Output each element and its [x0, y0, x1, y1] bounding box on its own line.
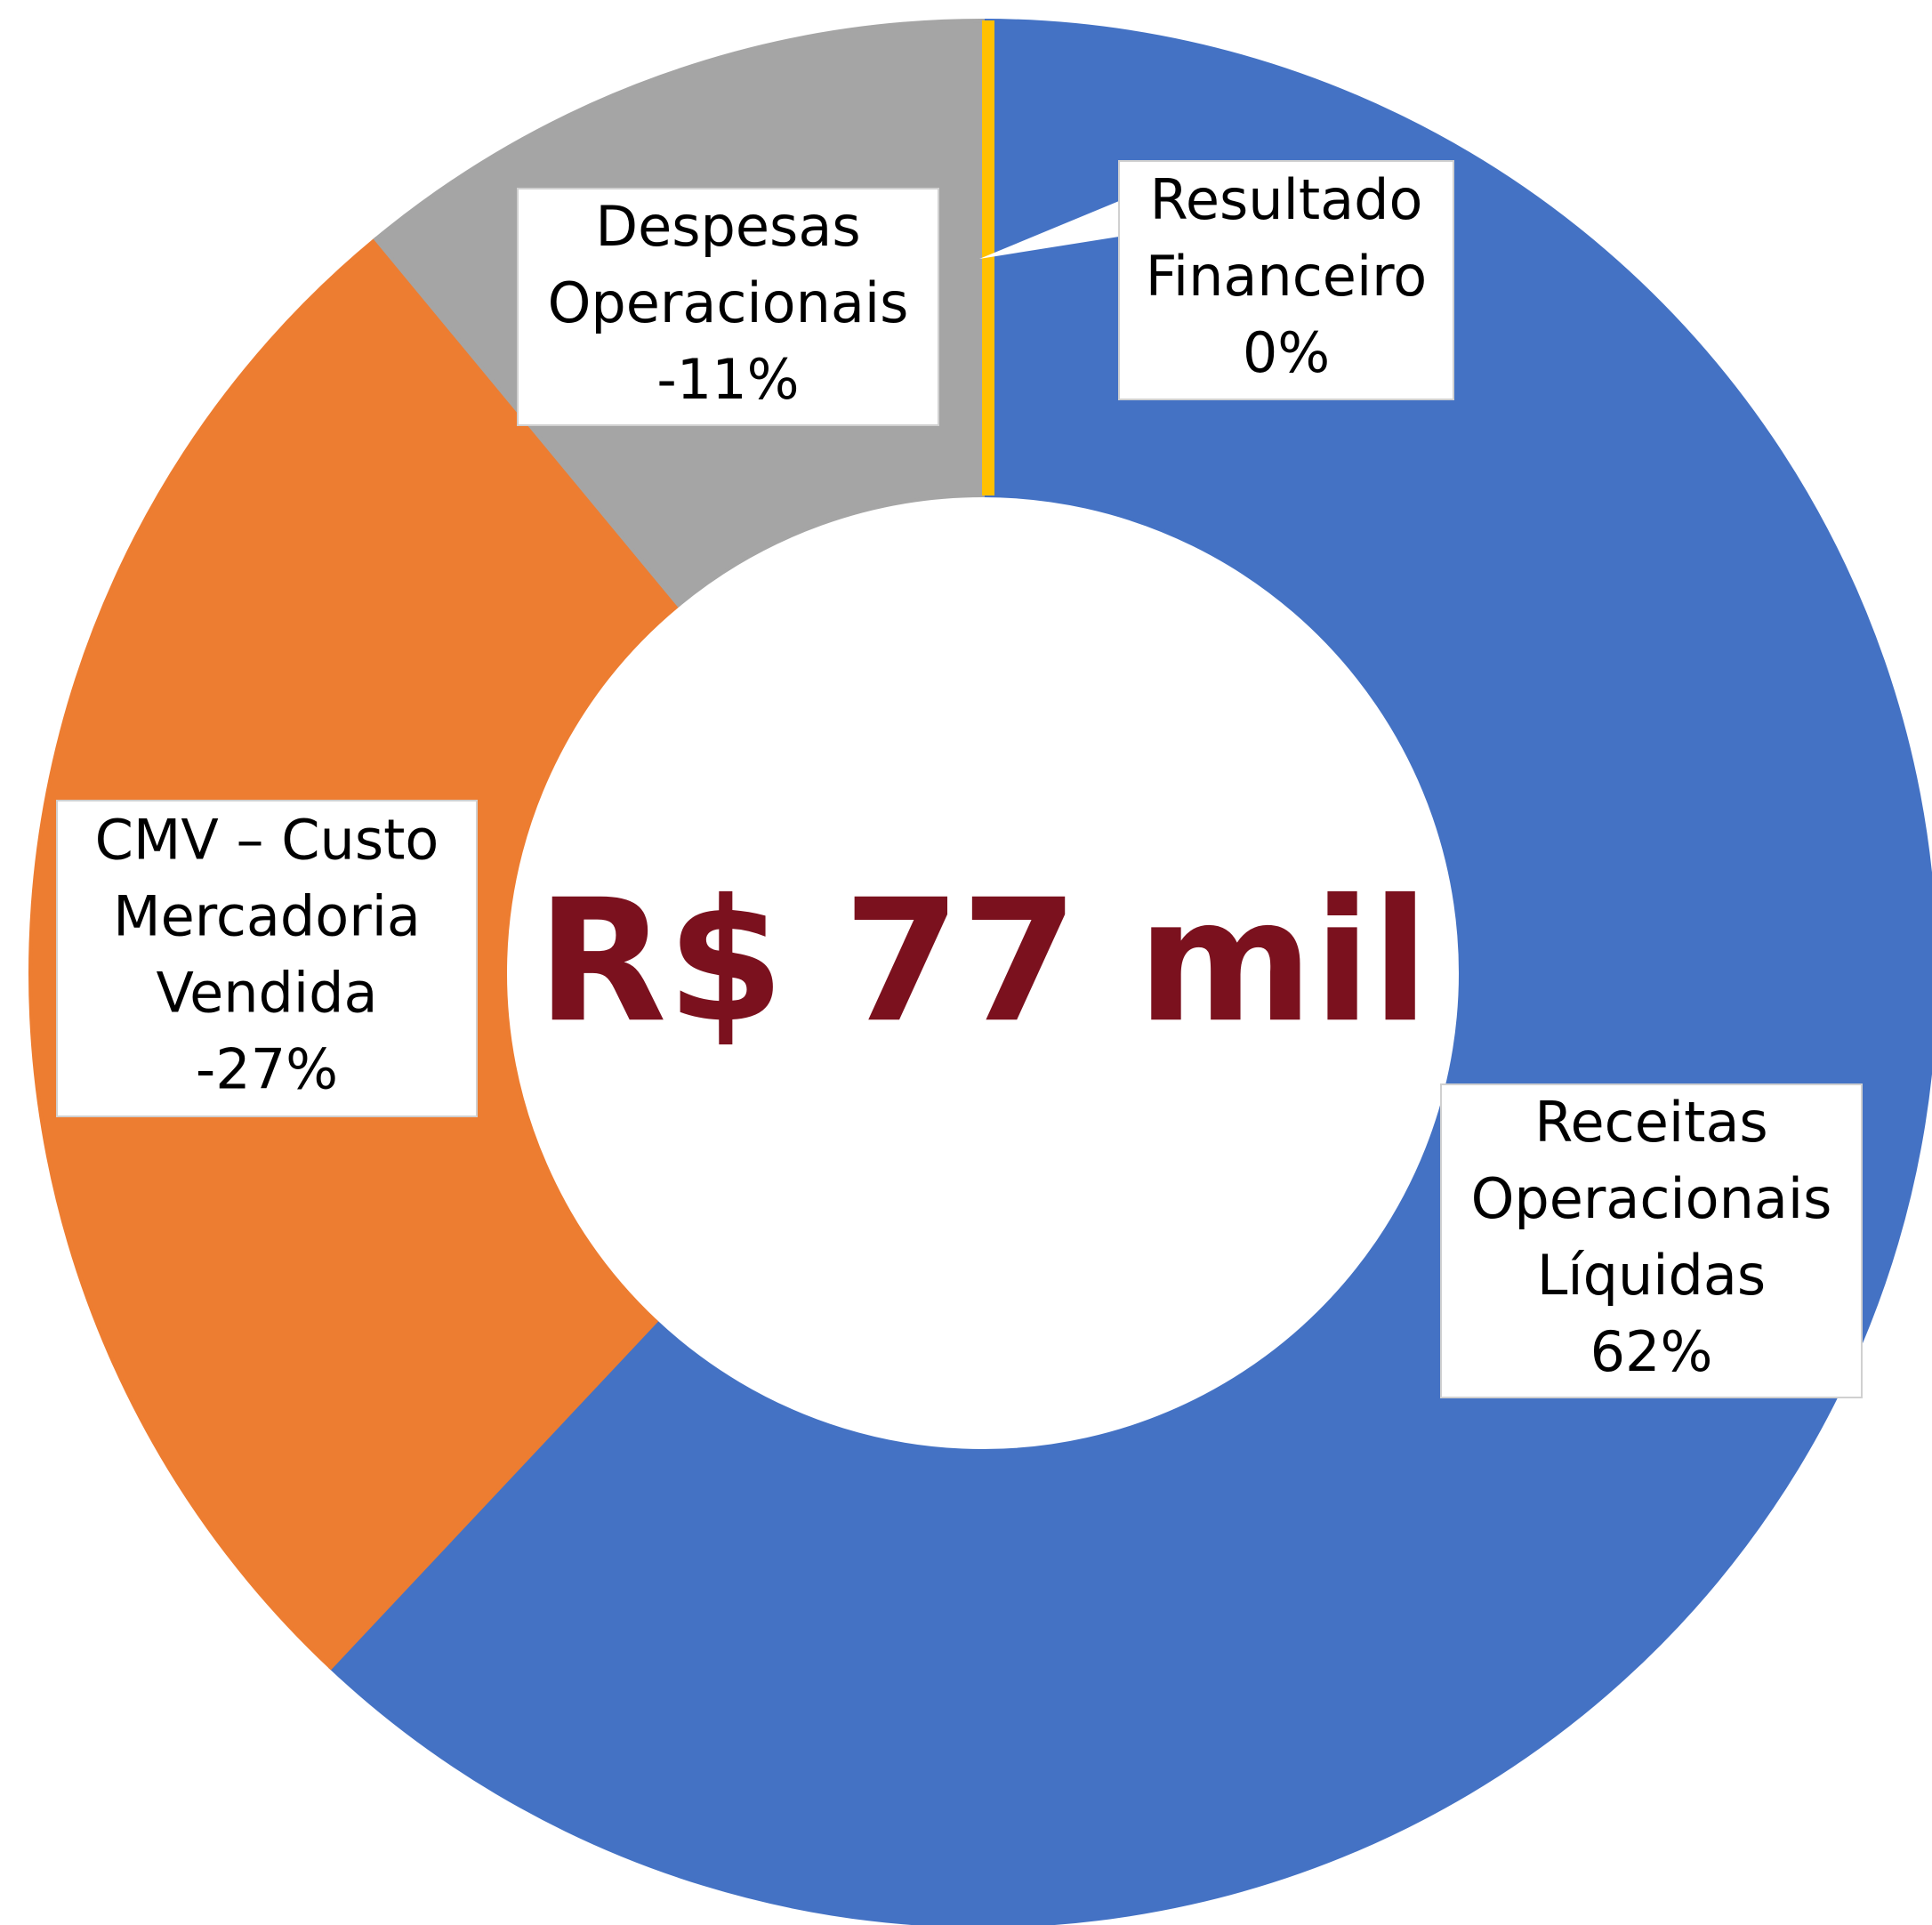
label-text: Mercadoria: [113, 884, 421, 949]
value-label: 62%: [1590, 1319, 1713, 1384]
donut-slice: [328, 18, 1932, 1925]
center-label: R$ 77 mil: [536, 863, 1429, 1059]
label-text: Operacionais: [1471, 1166, 1832, 1231]
label-box: [1440, 1083, 1863, 1398]
value-label: -27%: [196, 1037, 338, 1102]
labels: Receitas Operacionais Líquidas 62% CMV – Cus…: [56, 160, 1863, 1398]
label-text: Vendida: [157, 961, 378, 1026]
value-label: -11%: [656, 347, 799, 412]
label-box: [1118, 160, 1454, 400]
label-box: [56, 800, 478, 1117]
callout: [979, 201, 1119, 259]
label-text: Receitas: [1534, 1090, 1768, 1155]
label-box: [517, 188, 939, 426]
label-text: Financeiro: [1146, 244, 1427, 309]
label-text: CMV – Custo: [95, 808, 439, 873]
label-text: Operacionais: [548, 270, 909, 335]
label-text: Despesas: [595, 194, 860, 259]
value-label: 0%: [1243, 320, 1330, 385]
label-text: Resultado: [1150, 167, 1423, 232]
label-text: Líquidas: [1537, 1243, 1766, 1308]
